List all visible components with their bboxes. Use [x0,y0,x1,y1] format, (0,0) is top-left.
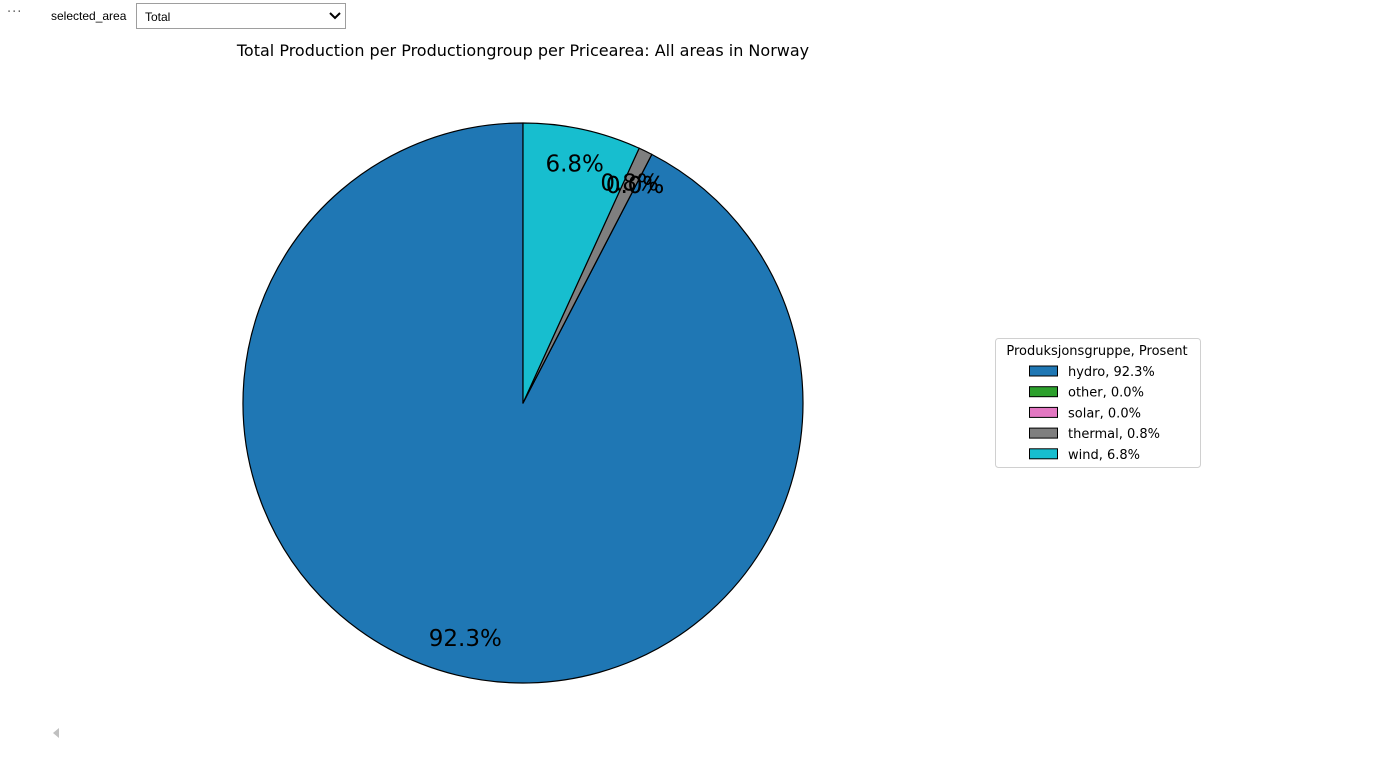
legend-swatch-other [1029,386,1058,398]
legend-label-other: other, 0.0% [1068,386,1144,401]
legend-swatch-hydro [1029,365,1058,377]
pie-label-other: 0.0% [606,173,664,199]
pie-label-thermal: 0.8% [600,170,658,196]
legend-title: Produksjonsgruppe, Prosent [1006,344,1187,359]
legend-entries: hydro, 92.3% other, 0.0% solar, 0.0% therma… [1029,365,1160,463]
legend-label-hydro: hydro, 92.3% [1068,365,1155,380]
legend-swatch-solar [1029,406,1058,418]
selected-area-dropdown[interactable]: Total [136,3,346,29]
pie-label-hydro: 92.3% [429,626,502,652]
chart-area: Total Production per Productiongroup per… [0,32,1388,732]
pie-label-wind: 6.8% [545,151,603,177]
legend-label-thermal: thermal, 0.8% [1068,427,1160,442]
ellipsis-icon[interactable]: ··· [7,5,23,20]
legend-label-wind: wind, 6.8% [1068,448,1140,463]
legend: Produksjonsgruppe, Prosent hydro, 92.3% o… [995,338,1201,468]
widget-toolbar: ··· selected_area Total [0,0,360,32]
pie-slice-wind [522,122,640,404]
selected-area-label: selected_area [51,9,127,23]
pie-percent-labels: 92.3%0.0%0.0%0.8%6.8% [429,151,664,652]
pie-slices [242,122,804,684]
pie-label-solar: 0.0% [606,173,664,199]
chevron-down-icon [329,12,341,20]
scroll-left-icon[interactable] [51,727,61,739]
legend-swatch-wind [1029,448,1058,460]
legend-swatch-thermal [1029,427,1058,439]
legend-label-solar: solar, 0.0% [1068,406,1141,421]
chart-title: Total Production per Productiongroup per… [236,41,809,60]
pie-chart: Total Production per Productiongroup per… [236,41,1201,684]
dropdown-selected-value: Total [145,10,171,24]
